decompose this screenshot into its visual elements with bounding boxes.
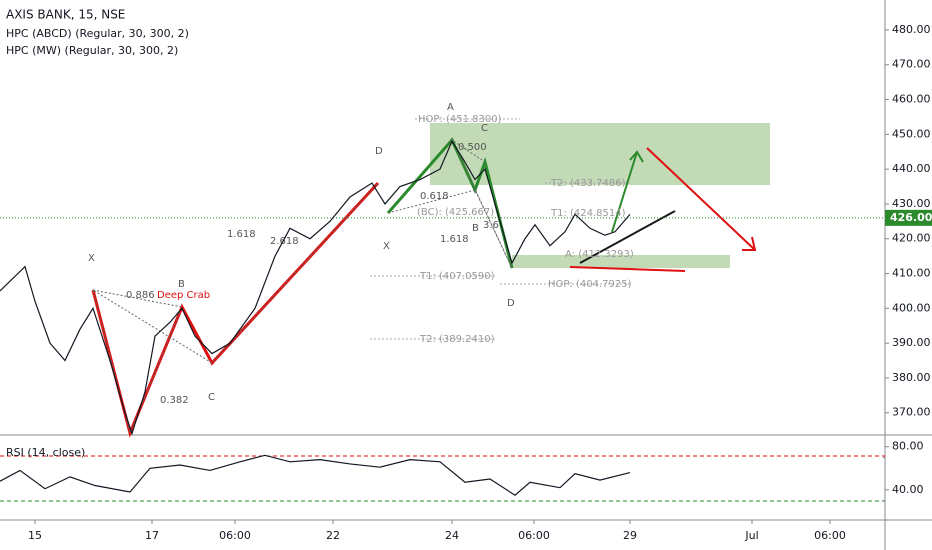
x-tick-label: 06:00 — [518, 529, 550, 542]
annotation: B — [472, 223, 479, 234]
annotation: 3.6 — [483, 220, 499, 231]
annotation: C — [481, 123, 488, 134]
annotation: B — [178, 279, 185, 290]
y-tick-label: 480.00 — [892, 23, 931, 36]
x-tick-label: 24 — [445, 529, 459, 542]
x-tick-label: 06:00 — [219, 529, 251, 542]
x-tick-label: 22 — [326, 529, 340, 542]
y-tick-label: 470.00 — [892, 58, 931, 71]
price-tag — [885, 209, 932, 226]
target-zone — [512, 255, 730, 268]
y-tick-label: 440.00 — [892, 162, 931, 175]
annotation: 0.500 — [458, 142, 487, 153]
x-tick-label: 06:00 — [814, 529, 846, 542]
annotation: C — [208, 392, 215, 403]
arrow-head — [742, 236, 757, 251]
annotation: 1.618 — [440, 234, 469, 245]
level-label: T1: (407.0590) — [419, 271, 495, 282]
annotation: 0.886 — [126, 290, 155, 301]
y-tick-label: 380.00 — [892, 371, 931, 384]
y-tick-label: 80.00 — [892, 440, 924, 453]
y-tick-label: 40.00 — [892, 483, 924, 496]
line-series — [0, 139, 631, 436]
fib-lines — [92, 182, 379, 435]
level-label: T1: (424.8514) — [550, 208, 626, 219]
level-label: HOP: (404.7925) — [548, 279, 632, 290]
rsi-title: RSI (14, close) — [6, 446, 85, 459]
indicator: HPC (MW) (Regular, 30, 300, 2) — [6, 44, 178, 57]
line-series — [0, 454, 631, 496]
x-tick-label: 29 — [623, 529, 637, 542]
annotation: D — [507, 298, 515, 309]
x-tick-label: Jul — [744, 529, 758, 542]
arrow-head — [629, 150, 644, 163]
annotation: X — [383, 241, 390, 252]
annotation: X — [88, 253, 95, 264]
x-tick-label: 17 — [145, 529, 159, 542]
y-tick-label: 430.00 — [892, 197, 931, 210]
annotation: 0.618 — [420, 191, 449, 202]
trendline — [579, 210, 676, 264]
price-tag-label: 426.00 — [890, 211, 932, 224]
y-tick-label: 460.00 — [892, 93, 931, 106]
level-label: (BC): (425.667) — [417, 207, 494, 218]
y-tick-label: 420.00 — [892, 232, 931, 245]
level-label: T2: (433.7486) — [550, 178, 626, 189]
x-tick-label: 15 — [28, 529, 42, 542]
trendline — [569, 266, 686, 272]
annotation: 1.618 — [227, 229, 256, 240]
arrow — [646, 147, 756, 251]
annotation: 2.618 — [270, 236, 299, 247]
y-tick-label: 390.00 — [892, 336, 931, 349]
annotation: D — [375, 146, 383, 157]
arrow — [611, 151, 638, 233]
indicator: HPC (ABCD) (Regular, 30, 300, 2) — [6, 27, 189, 40]
annotation: Deep Crab — [157, 290, 210, 301]
fib-lines — [387, 138, 513, 269]
level-label: HOP: (451.8300) — [418, 114, 502, 125]
level-label: A: (412.3293) — [565, 249, 634, 260]
annotation: A — [447, 102, 454, 113]
y-tick-label: 450.00 — [892, 127, 931, 140]
y-tick-label: 410.00 — [892, 267, 931, 280]
level-label: T2: (389.2410) — [419, 334, 495, 345]
title: AXIS BANK, 15, NSE — [6, 8, 125, 22]
annotation: 0.382 — [160, 395, 189, 406]
y-tick-label: 370.00 — [892, 406, 931, 419]
y-tick-label: 400.00 — [892, 301, 931, 314]
